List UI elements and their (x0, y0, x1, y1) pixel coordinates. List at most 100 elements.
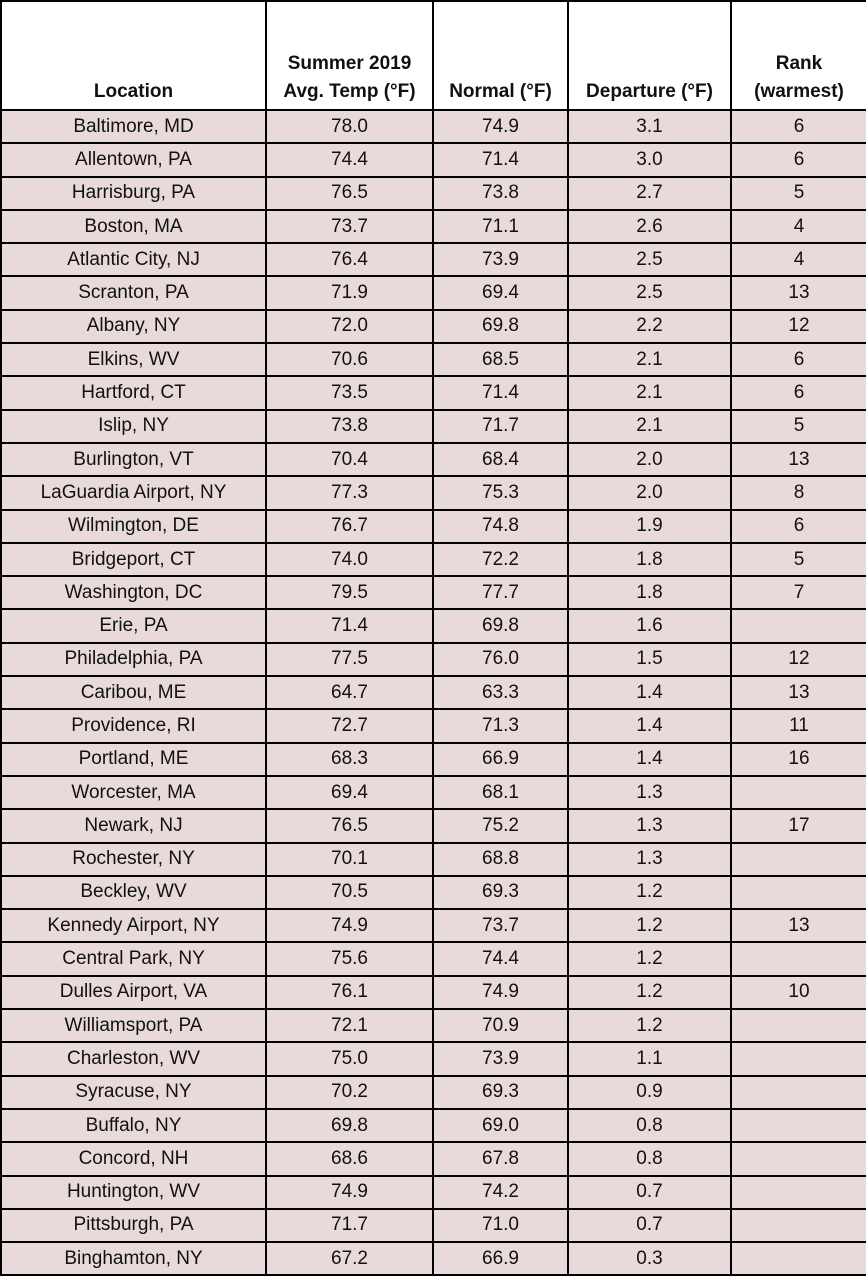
cell-avg-temp: 73.7 (265, 208, 434, 245)
cell-avg-temp: 69.8 (265, 1107, 434, 1144)
cell-normal: 75.2 (432, 808, 569, 844)
cell-avg-temp: 72.1 (265, 1008, 434, 1044)
header-avg-temp-line: Avg. Temp (°F) (283, 81, 416, 102)
header-location: Location (0, 0, 267, 111)
cell-location: Elkins, WV (0, 342, 267, 378)
cell-location: Williamsport, PA (0, 1008, 267, 1044)
cell-normal: 74.4 (432, 941, 569, 977)
cell-rank: 13 (730, 441, 866, 478)
cell-location: Burlington, VT (0, 441, 267, 478)
table-header: Location Summer 2019 Avg. Temp (°F) Normal … (0, 0, 866, 111)
cell-normal: 77.7 (432, 575, 569, 611)
cell-location: Buffalo, NY (0, 1107, 267, 1144)
cell-departure: 1.3 (567, 774, 732, 811)
cell-normal: 73.7 (432, 908, 569, 944)
cell-departure: 1.6 (567, 608, 732, 644)
cell-normal: 69.8 (432, 308, 569, 345)
cell-normal: 71.7 (432, 408, 569, 444)
header-location-line: Location (93, 81, 174, 102)
cell-avg-temp: 78.0 (265, 108, 434, 145)
cell-avg-temp: 71.9 (265, 275, 434, 311)
cell-rank (730, 608, 866, 644)
cell-location: Huntington, WV (0, 1174, 267, 1210)
cell-normal: 69.8 (432, 608, 569, 644)
cell-departure: 1.3 (567, 808, 732, 844)
cell-departure: 2.7 (567, 175, 732, 211)
cell-rank: 6 (730, 342, 866, 378)
cell-avg-temp: 70.4 (265, 441, 434, 478)
cell-departure: 2.0 (567, 441, 732, 478)
cell-normal: 66.9 (432, 1241, 569, 1276)
cell-rank: 6 (730, 108, 866, 145)
cell-departure: 2.5 (567, 242, 732, 278)
cell-avg-temp: 77.5 (265, 641, 434, 678)
table-row: Buffalo, NY 69.8 69.0 0.8 (0, 1107, 866, 1144)
cell-location: Erie, PA (0, 608, 267, 644)
cell-avg-temp: 76.1 (265, 974, 434, 1011)
cell-departure: 1.4 (567, 708, 732, 744)
cell-rank: 4 (730, 208, 866, 245)
cell-rank: 13 (730, 275, 866, 311)
cell-departure: 1.2 (567, 941, 732, 977)
cell-rank: 5 (730, 408, 866, 444)
cell-rank (730, 874, 866, 911)
table-row: Central Park, NY 75.6 74.4 1.2 (0, 941, 866, 977)
table-body: Baltimore, MD 78.0 74.9 3.1 6 Allentown, PA 74… (0, 108, 866, 1276)
cell-rank: 10 (730, 974, 866, 1011)
cell-avg-temp: 79.5 (265, 575, 434, 611)
cell-departure: 1.3 (567, 841, 732, 877)
table-row: Kennedy Airport, NY 74.9 73.7 1.2 13 (0, 908, 866, 944)
cell-rank: 13 (730, 908, 866, 944)
cell-avg-temp: 64.7 (265, 675, 434, 711)
cell-normal: 63.3 (432, 675, 569, 711)
cell-normal: 68.8 (432, 841, 569, 877)
cell-avg-temp: 67.2 (265, 1241, 434, 1276)
cell-normal: 74.8 (432, 508, 569, 544)
cell-avg-temp: 70.6 (265, 342, 434, 378)
cell-departure: 2.1 (567, 342, 732, 378)
cell-rank: 6 (730, 375, 866, 411)
cell-departure: 0.3 (567, 1241, 732, 1276)
cell-departure: 3.1 (567, 108, 732, 145)
cell-departure: 0.9 (567, 1074, 732, 1110)
table-row: Dulles Airport, VA 76.1 74.9 1.2 10 (0, 974, 866, 1011)
cell-location: Albany, NY (0, 308, 267, 345)
header-rank: Rank (warmest) (730, 0, 866, 111)
table-row: Albany, NY 72.0 69.8 2.2 12 (0, 308, 866, 345)
cell-avg-temp: 77.3 (265, 475, 434, 511)
cell-normal: 70.9 (432, 1008, 569, 1044)
cell-normal: 68.4 (432, 441, 569, 478)
cell-rank (730, 1174, 866, 1210)
cell-normal: 69.0 (432, 1107, 569, 1144)
cell-normal: 72.2 (432, 541, 569, 578)
cell-departure: 0.7 (567, 1174, 732, 1210)
cell-avg-temp: 73.8 (265, 408, 434, 444)
cell-departure: 1.2 (567, 874, 732, 911)
cell-avg-temp: 71.4 (265, 608, 434, 644)
cell-avg-temp: 74.4 (265, 142, 434, 178)
table-row: Rochester, NY 70.1 68.8 1.3 (0, 841, 866, 877)
cell-location: Washington, DC (0, 575, 267, 611)
cell-departure: 2.5 (567, 275, 732, 311)
cell-departure: 1.4 (567, 741, 732, 777)
cell-avg-temp: 72.7 (265, 708, 434, 744)
cell-normal: 66.9 (432, 741, 569, 777)
cell-normal: 69.3 (432, 1074, 569, 1110)
cell-location: Rochester, NY (0, 841, 267, 877)
cell-departure: 2.0 (567, 475, 732, 511)
cell-normal: 75.3 (432, 475, 569, 511)
cell-location: Bridgeport, CT (0, 541, 267, 578)
table-row: Newark, NJ 76.5 75.2 1.3 17 (0, 808, 866, 844)
cell-location: Beckley, WV (0, 874, 267, 911)
cell-departure: 1.4 (567, 675, 732, 711)
cell-rank: 5 (730, 541, 866, 578)
cell-departure: 1.2 (567, 908, 732, 944)
table-row: Worcester, MA 69.4 68.1 1.3 (0, 774, 866, 811)
cell-departure: 2.1 (567, 375, 732, 411)
cell-rank (730, 774, 866, 811)
cell-location: Pittsburgh, PA (0, 1207, 267, 1244)
table-row: Providence, RI 72.7 71.3 1.4 11 (0, 708, 866, 744)
cell-location: Hartford, CT (0, 375, 267, 411)
cell-rank: 12 (730, 641, 866, 678)
